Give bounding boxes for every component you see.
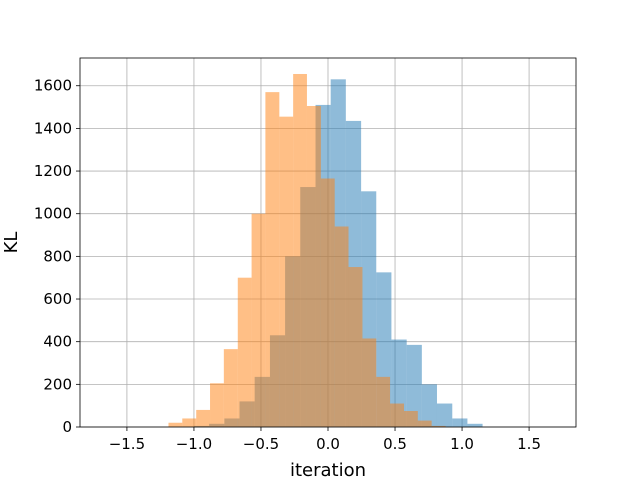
x-tick-label-5: 1.0 bbox=[450, 435, 474, 453]
series-0-bar-15 bbox=[421, 384, 437, 427]
y-tick-label-0: 0 bbox=[62, 418, 72, 436]
histogram-bars bbox=[168, 73, 483, 428]
series-1-bar-16 bbox=[390, 403, 405, 427]
x-tick-label-1: −1.0 bbox=[176, 435, 212, 453]
x-tick-label-4: 0.5 bbox=[383, 435, 407, 453]
series-1-bar-15 bbox=[376, 376, 391, 427]
y-tick-label-4: 800 bbox=[43, 247, 72, 265]
series-1-bar-11 bbox=[320, 178, 335, 427]
series-1-bar-8 bbox=[279, 116, 294, 427]
series-1-bar-9 bbox=[293, 73, 307, 428]
series-0-bar-16 bbox=[436, 403, 453, 427]
series-0-bar-17 bbox=[452, 418, 468, 427]
series-1-bar-19 bbox=[431, 425, 446, 427]
x-tick-label-2: −0.5 bbox=[243, 435, 279, 453]
series-0-bar-14 bbox=[406, 344, 422, 427]
series-1-bar-12 bbox=[334, 226, 349, 427]
y-tick-label-7: 1400 bbox=[34, 119, 72, 137]
series-1-bar-10 bbox=[306, 105, 321, 427]
x-tick-label-0: −1.5 bbox=[109, 435, 145, 453]
y-tick-label-8: 1600 bbox=[34, 77, 72, 95]
series-1-bar-1 bbox=[182, 418, 197, 427]
series-1-bar-0 bbox=[168, 422, 183, 427]
series-1-bar-2 bbox=[196, 409, 211, 427]
series-1-bar-6 bbox=[251, 213, 266, 427]
series-1-bar-14 bbox=[362, 338, 377, 427]
series-0-bar-18 bbox=[467, 423, 483, 427]
y-axis-label: KL bbox=[1, 232, 22, 254]
series-1-bar-7 bbox=[265, 92, 280, 427]
series-1-bar-18 bbox=[417, 420, 432, 427]
y-tick-label-3: 600 bbox=[43, 290, 72, 308]
y-tick-label-5: 1000 bbox=[34, 205, 72, 223]
y-tick-label-6: 1200 bbox=[34, 162, 72, 180]
series-1-bar-5 bbox=[237, 277, 252, 427]
x-tick-label-3: 0.0 bbox=[316, 435, 340, 453]
series-1-bar-3 bbox=[210, 383, 224, 427]
x-axis-label: iteration bbox=[290, 460, 366, 480]
x-tick-label-6: 1.5 bbox=[517, 435, 541, 453]
series-1-bar-17 bbox=[404, 411, 418, 427]
y-tick-label-1: 200 bbox=[43, 375, 72, 393]
axis-ticks: −1.5 −1.0 −0.5 0.0 0.5 1.0 1.5 0 200 400 600 800 100… bbox=[34, 77, 541, 453]
series-1-bar-13 bbox=[348, 267, 363, 427]
series-1-bar-4 bbox=[223, 349, 238, 427]
y-tick-label-2: 400 bbox=[43, 333, 72, 351]
